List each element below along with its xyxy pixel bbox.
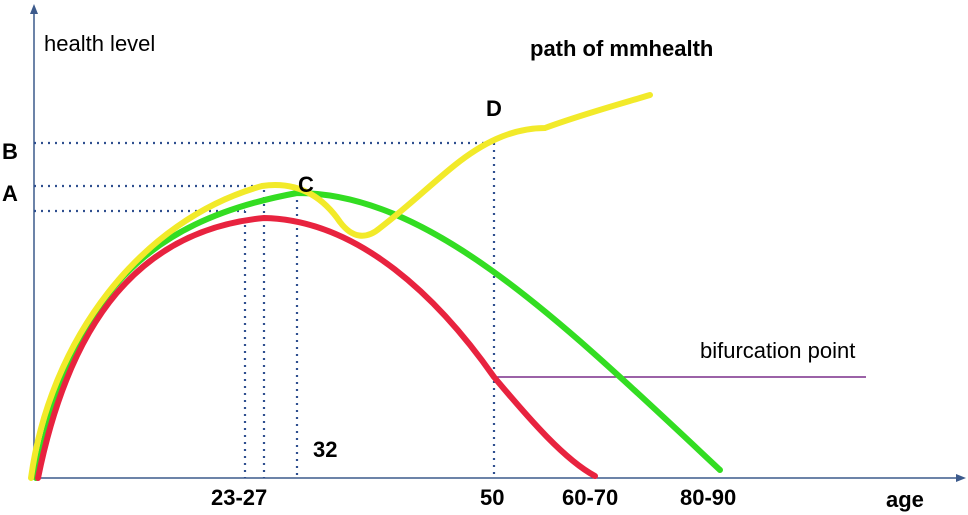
x-axis-label: age [886, 487, 924, 512]
x-tick-50: 50 [480, 485, 504, 510]
diagram-title: path of mmhealth [530, 36, 713, 61]
guide-lines [34, 141, 496, 478]
y-axis-label: health level [44, 31, 155, 56]
x-axis-arrow [956, 474, 966, 482]
x-tick-32: 32 [313, 437, 337, 462]
bifurcation-label: bifurcation point [700, 338, 855, 363]
green-curve [33, 189, 723, 481]
x-tick-60-70: 60-70 [562, 485, 618, 510]
y-mark-b: B [2, 139, 18, 164]
x-tick-80-90: 80-90 [680, 485, 736, 510]
y-mark-a: A [2, 181, 18, 206]
point-d-label: D [486, 96, 502, 121]
x-tick-23-27: 23-27 [211, 485, 267, 510]
point-c-label: C [298, 172, 314, 197]
yellow-curve [28, 92, 653, 481]
red-curve [35, 214, 598, 481]
y-axis-arrow [30, 4, 38, 14]
